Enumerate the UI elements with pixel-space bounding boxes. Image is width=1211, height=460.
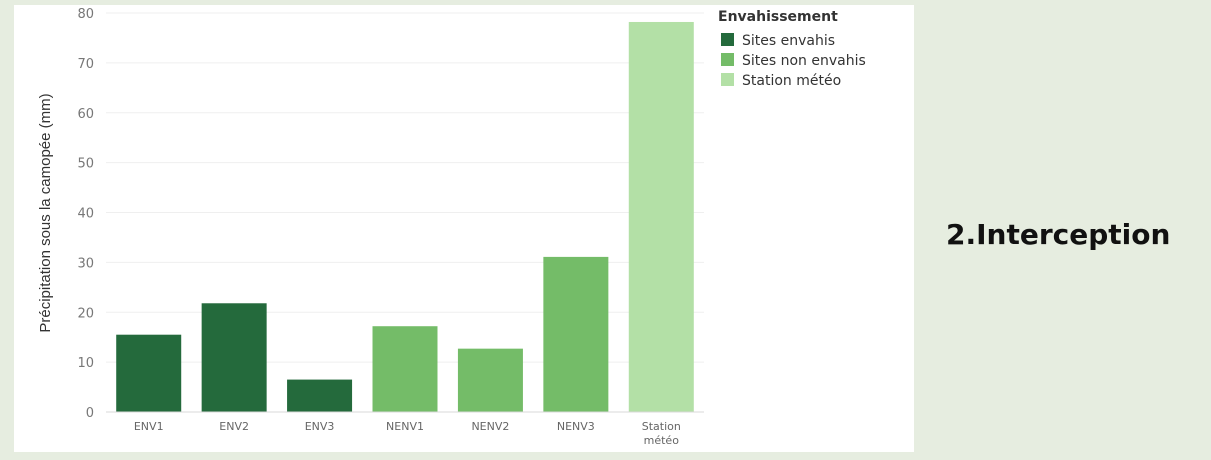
- legend-title: Envahissement: [718, 9, 838, 25]
- bar-nenv2[interactable]: [457, 348, 523, 412]
- x-tick-label: NENV1: [386, 420, 424, 433]
- x-tick-label: NENV2: [471, 420, 509, 433]
- legend: Envahissement Sites envahis Sites non env…: [718, 9, 866, 89]
- bars: [116, 21, 694, 412]
- legend-item-label: Sites non envahis: [742, 53, 866, 69]
- bar-chart: 0 10 20 30 40 50 60 70 80 ENV1 ENV2 ENV3 NENV1 NENV2…: [37, 7, 866, 447]
- x-tick-label: ENV1: [134, 420, 164, 433]
- bar-nenv1[interactable]: [372, 326, 438, 412]
- x-tick-label: ENV3: [305, 420, 335, 433]
- y-tick-label: 20: [77, 306, 94, 321]
- y-tick-label: 70: [77, 57, 94, 72]
- chart-panel: 0 10 20 30 40 50 60 70 80 ENV1 ENV2 ENV3 NENV1 NENV2…: [14, 5, 914, 452]
- x-tick-label: NENV3: [557, 420, 595, 433]
- bar-env3[interactable]: [287, 379, 353, 412]
- grid-lines: [106, 12, 704, 363]
- legend-swatch: [721, 33, 734, 46]
- bar-nenv3[interactable]: [543, 256, 609, 412]
- y-tick-label: 10: [77, 356, 94, 371]
- bar-station-m-t-o[interactable]: [628, 21, 694, 412]
- legend-item-label: Station météo: [742, 73, 841, 89]
- slide-title: 2.Interception: [946, 218, 1171, 251]
- y-tick-label: 0: [86, 406, 94, 421]
- y-tick-label: 60: [77, 107, 94, 122]
- legend-swatch: [721, 53, 734, 66]
- y-axis-ticks: 0 10 20 30 40 50 60 70 80: [77, 7, 94, 421]
- bar-env1[interactable]: [116, 334, 182, 412]
- x-tick-label: Station météo: [642, 420, 681, 447]
- x-axis-labels: ENV1 ENV2 ENV3 NENV1 NENV2 NENV3 Station météo: [134, 420, 681, 447]
- bar-env2[interactable]: [201, 303, 267, 412]
- y-axis-label: Précipitation sous la camopée (mm): [37, 93, 54, 332]
- legend-item-label: Sites envahis: [742, 33, 835, 49]
- y-tick-label: 80: [77, 7, 94, 22]
- y-tick-label: 50: [77, 157, 94, 172]
- x-tick-label: ENV2: [219, 420, 249, 433]
- y-tick-label: 40: [77, 207, 94, 222]
- y-tick-label: 30: [77, 256, 94, 271]
- legend-swatch: [721, 73, 734, 86]
